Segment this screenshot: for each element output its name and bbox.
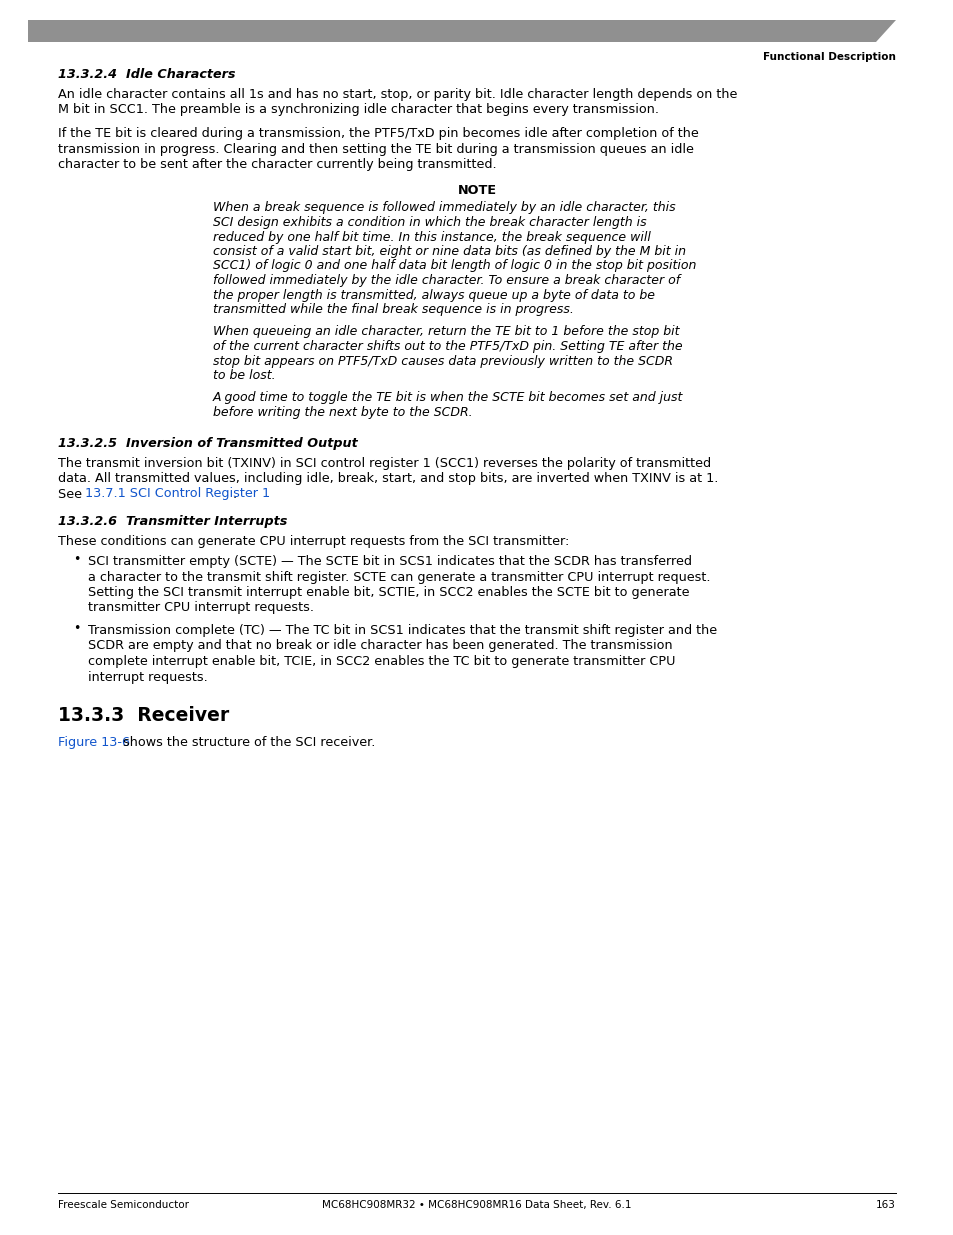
Text: stop bit appears on PTF5/TxD causes data previously written to the SCDR: stop bit appears on PTF5/TxD causes data… — [213, 354, 672, 368]
Text: consist of a valid start bit, eight or nine data bits (as defined by the M bit i: consist of a valid start bit, eight or n… — [213, 245, 685, 258]
Text: 13.3.2.4  Idle Characters: 13.3.2.4 Idle Characters — [58, 68, 235, 82]
Text: SCI transmitter empty (SCTE) — The SCTE bit in SCS1 indicates that the SCDR has : SCI transmitter empty (SCTE) — The SCTE … — [88, 555, 691, 568]
Text: interrupt requests.: interrupt requests. — [88, 671, 208, 683]
Text: If the TE bit is cleared during a transmission, the PTF5/TxD pin becomes idle af: If the TE bit is cleared during a transm… — [58, 127, 698, 140]
Text: Freescale Semiconductor: Freescale Semiconductor — [58, 1200, 189, 1210]
Text: to be lost.: to be lost. — [213, 369, 275, 382]
Text: A good time to toggle the TE bit is when the SCTE bit becomes set and just: A good time to toggle the TE bit is when… — [213, 391, 682, 405]
Polygon shape — [28, 20, 895, 42]
Text: SCI design exhibits a condition in which the break character length is: SCI design exhibits a condition in which… — [213, 216, 646, 228]
Text: of the current character shifts out to the PTF5/TxD pin. Setting TE after the: of the current character shifts out to t… — [213, 340, 682, 353]
Text: the proper length is transmitted, always queue up a byte of data to be: the proper length is transmitted, always… — [213, 289, 655, 301]
Text: Functional Description: Functional Description — [762, 52, 895, 62]
Text: •: • — [73, 622, 80, 635]
Text: before writing the next byte to the SCDR.: before writing the next byte to the SCDR… — [213, 406, 472, 419]
Text: Figure 13-6: Figure 13-6 — [58, 736, 130, 748]
Text: complete interrupt enable bit, TCIE, in SCC2 enables the TC bit to generate tran: complete interrupt enable bit, TCIE, in … — [88, 655, 675, 668]
Text: transmitted while the final break sequence is in progress.: transmitted while the final break sequen… — [213, 303, 574, 316]
Text: 13.7.1 SCI Control Register 1: 13.7.1 SCI Control Register 1 — [85, 488, 270, 500]
Text: See: See — [58, 488, 86, 500]
Text: Transmission complete (TC) — The TC bit in SCS1 indicates that the transmit shif: Transmission complete (TC) — The TC bit … — [88, 624, 717, 637]
Text: transmitter CPU interrupt requests.: transmitter CPU interrupt requests. — [88, 601, 314, 615]
Text: NOTE: NOTE — [457, 184, 496, 196]
Text: 13.3.3  Receiver: 13.3.3 Receiver — [58, 706, 229, 725]
Text: An idle character contains all 1s and has no start, stop, or parity bit. Idle ch: An idle character contains all 1s and ha… — [58, 88, 737, 101]
Text: followed immediately by the idle character. To ensure a break character of: followed immediately by the idle charact… — [213, 274, 679, 287]
Text: When queueing an idle character, return the TE bit to 1 before the stop bit: When queueing an idle character, return … — [213, 326, 679, 338]
Text: shows the structure of the SCI receiver.: shows the structure of the SCI receiver. — [119, 736, 375, 748]
Text: 163: 163 — [875, 1200, 895, 1210]
Text: SCDR are empty and that no break or idle character has been generated. The trans: SCDR are empty and that no break or idle… — [88, 640, 672, 652]
Text: a character to the transmit shift register. SCTE can generate a transmitter CPU : a character to the transmit shift regist… — [88, 571, 710, 583]
Text: SCC1) of logic 0 and one half data bit length of logic 0 in the stop bit positio: SCC1) of logic 0 and one half data bit l… — [213, 259, 696, 273]
Text: reduced by one half bit time. In this instance, the break sequence will: reduced by one half bit time. In this in… — [213, 231, 650, 243]
Text: character to be sent after the character currently being transmitted.: character to be sent after the character… — [58, 158, 497, 170]
Text: 13.3.2.6  Transmitter Interrupts: 13.3.2.6 Transmitter Interrupts — [58, 515, 287, 529]
Text: Setting the SCI transmit interrupt enable bit, SCTIE, in SCC2 enables the SCTE b: Setting the SCI transmit interrupt enabl… — [88, 585, 689, 599]
Text: These conditions can generate CPU interrupt requests from the SCI transmitter:: These conditions can generate CPU interr… — [58, 535, 569, 548]
Text: data. All transmitted values, including idle, break, start, and stop bits, are i: data. All transmitted values, including … — [58, 472, 718, 485]
Text: 13.3.2.5  Inversion of Transmitted Output: 13.3.2.5 Inversion of Transmitted Output — [58, 436, 357, 450]
Text: MC68HC908MR32 • MC68HC908MR16 Data Sheet, Rev. 6.1: MC68HC908MR32 • MC68HC908MR16 Data Sheet… — [322, 1200, 631, 1210]
Text: .: . — [233, 488, 237, 500]
Text: transmission in progress. Clearing and then setting the TE bit during a transmis: transmission in progress. Clearing and t… — [58, 142, 693, 156]
Text: •: • — [73, 553, 80, 566]
Text: When a break sequence is followed immediately by an idle character, this: When a break sequence is followed immedi… — [213, 201, 675, 215]
Text: The transmit inversion bit (TXINV) in SCI control register 1 (SCC1) reverses the: The transmit inversion bit (TXINV) in SC… — [58, 457, 710, 469]
Text: M bit in SCC1. The preamble is a synchronizing idle character that begins every : M bit in SCC1. The preamble is a synchro… — [58, 104, 659, 116]
